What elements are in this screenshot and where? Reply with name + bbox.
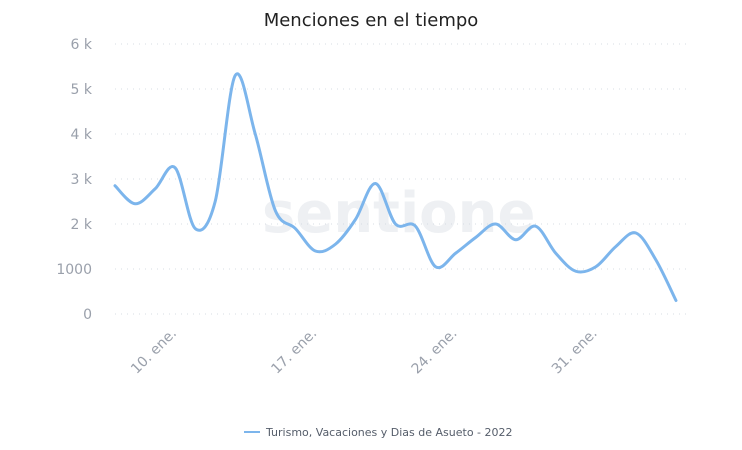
x-tick-label: 24. ene.: [409, 326, 461, 378]
y-tick-label: 3 k: [71, 172, 93, 188]
y-tick-label: 0: [83, 307, 92, 323]
x-tick-label: 17. ene.: [268, 326, 320, 378]
watermark: sentione: [262, 181, 535, 246]
series-layer: [113, 72, 678, 302]
y-tick-label: 4 k: [71, 127, 93, 143]
y-tick-label: 1000: [56, 262, 92, 278]
chart-title: Menciones en el tiempo: [264, 10, 479, 31]
y-tick-label: 6 k: [71, 37, 93, 53]
y-tick-label: 2 k: [71, 217, 93, 233]
legend[interactable]: Turismo, Vacaciones y Dias de Asueto - 2…: [244, 426, 513, 439]
x-tick-label: 31. ene.: [549, 326, 601, 378]
x-tick-label: 10. ene.: [128, 326, 180, 378]
series-line[interactable]: [113, 72, 678, 302]
x-axis-ticks: 10. ene. 17. ene. 24. ene. 31. ene.: [128, 326, 601, 378]
y-axis-ticks: 0 1000 2 k 3 k 4 k 5 k 6 k: [56, 37, 93, 323]
y-tick-label: 5 k: [71, 82, 93, 98]
legend-label[interactable]: Turismo, Vacaciones y Dias de Asueto - 2…: [265, 426, 513, 439]
grid-lines: [115, 43, 686, 315]
